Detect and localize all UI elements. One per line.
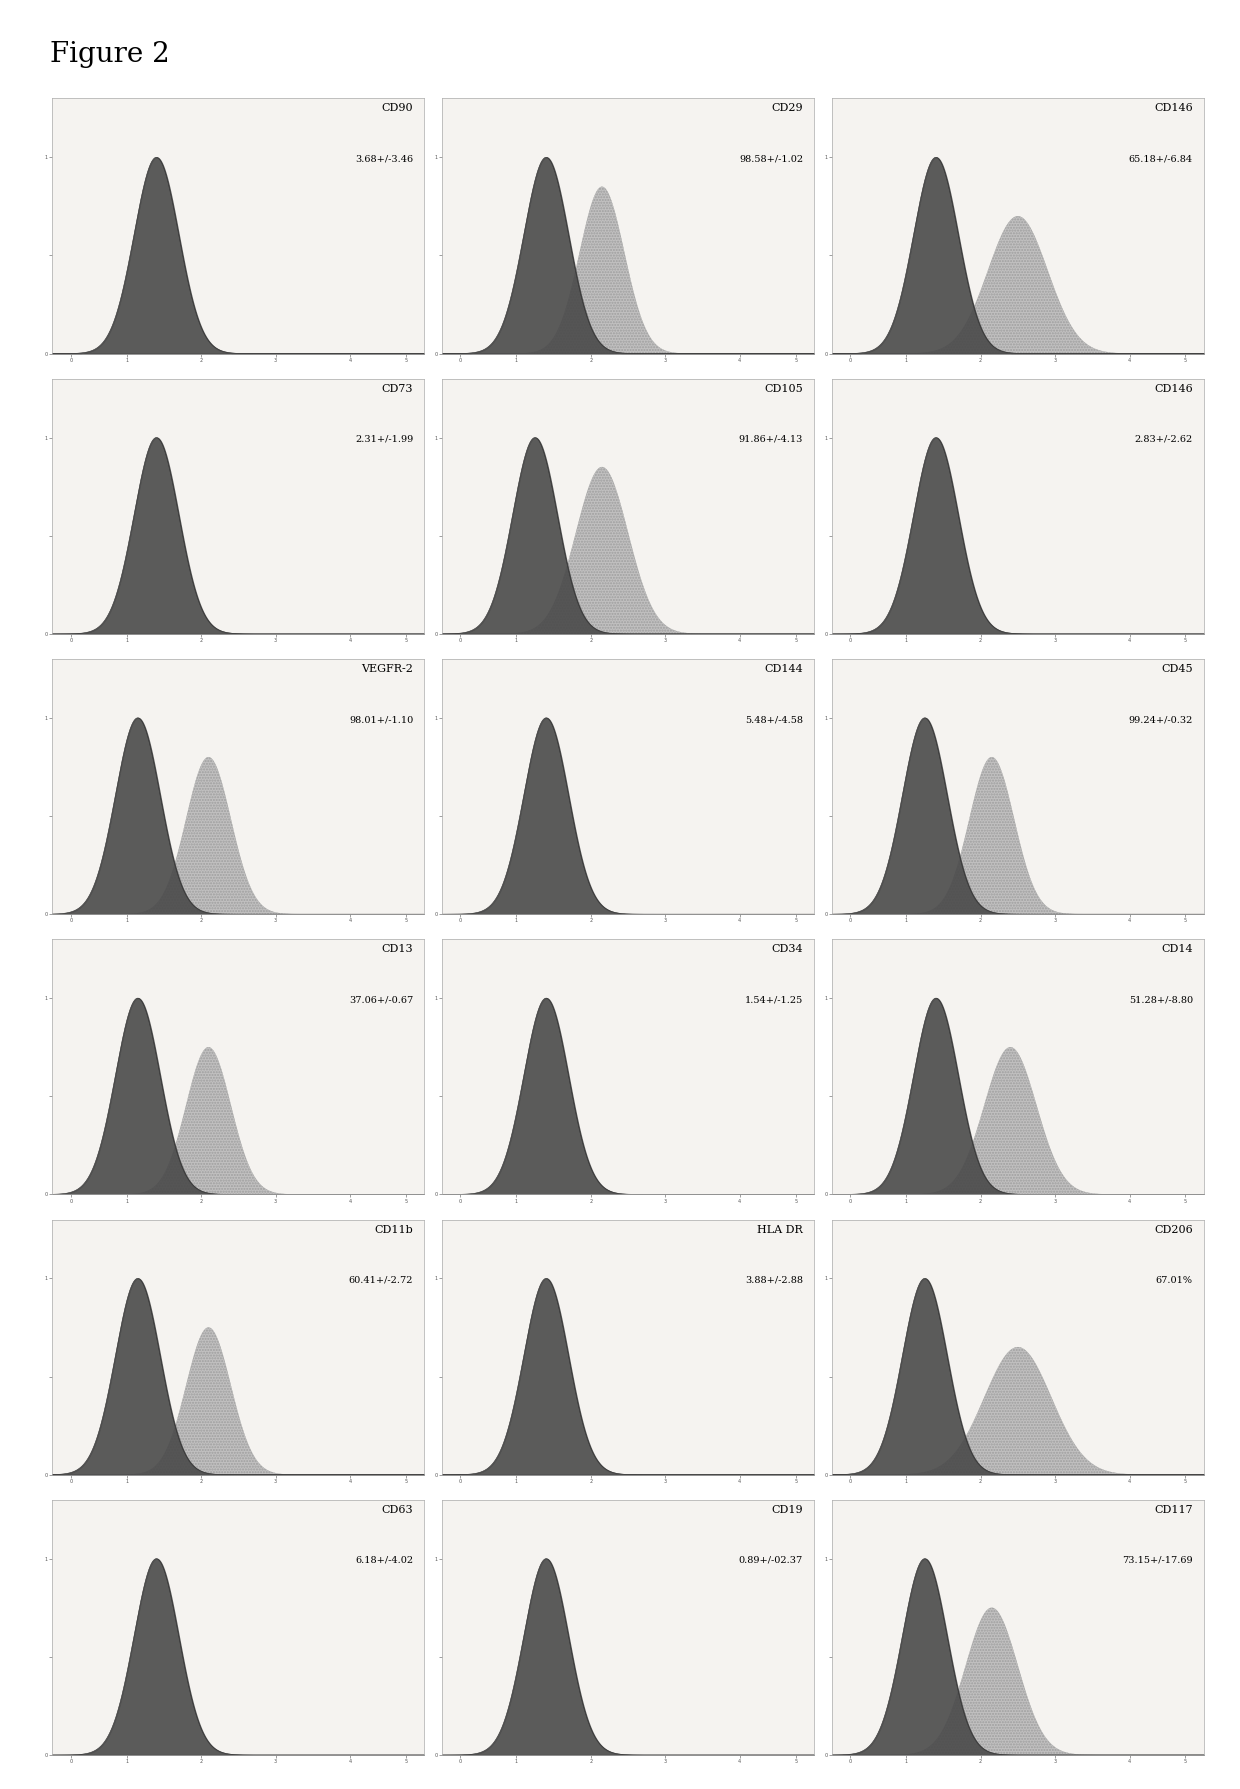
Text: 3.68+/-3.46: 3.68+/-3.46 <box>355 154 413 163</box>
Text: 0.89+/-02.37: 0.89+/-02.37 <box>739 1556 804 1565</box>
Text: CD34: CD34 <box>771 945 804 954</box>
Text: 91.86+/-4.13: 91.86+/-4.13 <box>739 435 804 444</box>
Text: CD19: CD19 <box>771 1505 804 1515</box>
Text: CD117: CD117 <box>1154 1505 1193 1515</box>
Text: CD105: CD105 <box>764 385 804 394</box>
Text: CD73: CD73 <box>382 385 413 394</box>
Text: 51.28+/-8.80: 51.28+/-8.80 <box>1128 995 1193 1004</box>
Text: CD146: CD146 <box>1154 104 1193 113</box>
Text: 6.18+/-4.02: 6.18+/-4.02 <box>355 1556 413 1565</box>
Text: 1.54+/-1.25: 1.54+/-1.25 <box>745 995 804 1004</box>
Text: Figure 2: Figure 2 <box>50 41 170 68</box>
Text: 67.01%: 67.01% <box>1156 1276 1193 1285</box>
Text: 60.41+/-2.72: 60.41+/-2.72 <box>348 1276 413 1285</box>
Text: HLA DR: HLA DR <box>758 1225 804 1234</box>
Text: CD29: CD29 <box>771 104 804 113</box>
Text: 65.18+/-6.84: 65.18+/-6.84 <box>1128 154 1193 163</box>
Text: CD146: CD146 <box>1154 385 1193 394</box>
Text: CD206: CD206 <box>1154 1225 1193 1234</box>
Text: 3.88+/-2.88: 3.88+/-2.88 <box>745 1276 804 1285</box>
Text: CD14: CD14 <box>1161 945 1193 954</box>
Text: 73.15+/-17.69: 73.15+/-17.69 <box>1122 1556 1193 1565</box>
Text: CD45: CD45 <box>1161 664 1193 674</box>
Text: 99.24+/-0.32: 99.24+/-0.32 <box>1128 716 1193 725</box>
Text: CD90: CD90 <box>382 104 413 113</box>
Text: 98.01+/-1.10: 98.01+/-1.10 <box>350 716 413 725</box>
Text: 5.48+/-4.58: 5.48+/-4.58 <box>745 716 804 725</box>
Text: 98.58+/-1.02: 98.58+/-1.02 <box>739 154 804 163</box>
Text: 37.06+/-0.67: 37.06+/-0.67 <box>350 995 413 1004</box>
Text: CD63: CD63 <box>382 1505 413 1515</box>
Text: VEGFR-2: VEGFR-2 <box>361 664 413 674</box>
Text: 2.83+/-2.62: 2.83+/-2.62 <box>1135 435 1193 444</box>
Text: CD144: CD144 <box>764 664 804 674</box>
Text: CD11b: CD11b <box>374 1225 413 1234</box>
Text: 2.31+/-1.99: 2.31+/-1.99 <box>355 435 413 444</box>
Text: CD13: CD13 <box>382 945 413 954</box>
